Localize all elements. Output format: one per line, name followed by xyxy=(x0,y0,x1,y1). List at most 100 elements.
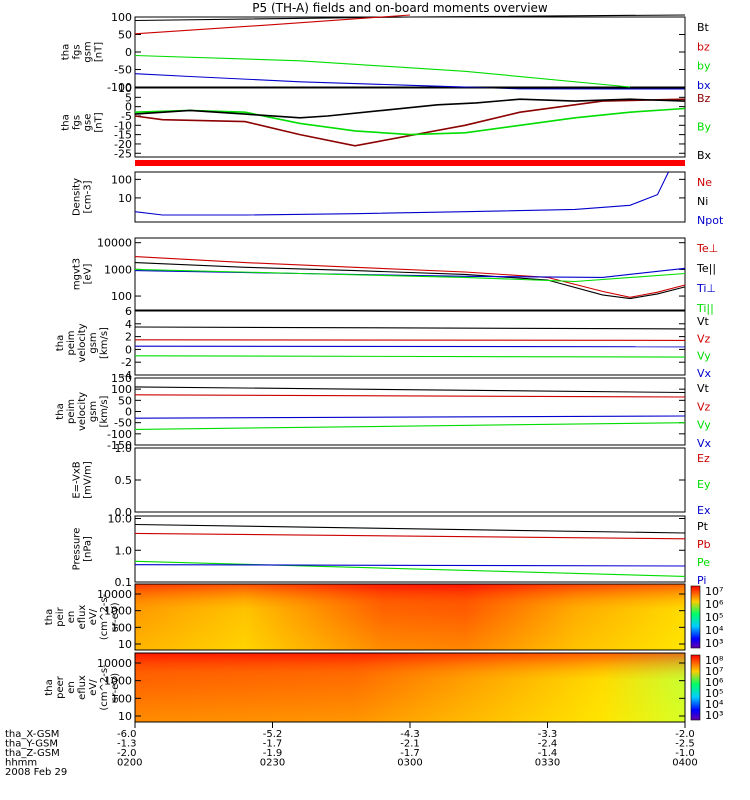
x-tick-label: 0400 xyxy=(672,758,697,769)
colorbar-tick-label: 10⁶ xyxy=(705,598,724,611)
y-tick-label: 100 xyxy=(111,621,132,634)
y-axis-label-line: en xyxy=(66,611,77,624)
y-tick-label: 5 xyxy=(125,91,132,104)
panel-p4: 10000 1000 100 mgvt3[eV] Te⊥ Te|| Ti⊥ Ti|| xyxy=(72,237,719,315)
series-line-bx xyxy=(134,73,686,90)
y-axis-label-line: tha xyxy=(55,335,66,351)
series-line-Vt xyxy=(134,386,686,394)
y-axis-label: Pressure[nPa] xyxy=(72,528,94,571)
y-tick-label: 10 xyxy=(118,82,132,95)
x-tick-label: 0300 xyxy=(397,758,422,769)
y-tick-label: 10.0 xyxy=(108,513,133,526)
series-line-Vx xyxy=(134,415,686,419)
y-axis-label: thapeerenefluxeV/(cm^2-s-sr-eV) xyxy=(44,664,121,711)
series-line-Vx xyxy=(134,345,686,348)
panel-frame xyxy=(134,583,686,651)
y-tick-label: 0.1 xyxy=(115,576,133,589)
x-tick-label: 0330 xyxy=(535,758,560,769)
colorbar-tick-label: 10⁵ xyxy=(705,611,723,624)
y-axis-label-line: en xyxy=(66,681,77,694)
y-axis-label-line: [km/s] xyxy=(99,395,110,427)
panel-frame xyxy=(134,87,686,158)
y-tick-label: -50 xyxy=(114,417,132,430)
y-tick-label: 10 xyxy=(118,710,132,723)
legend-Bt: Bt xyxy=(697,21,710,34)
legend-By: By xyxy=(697,121,712,134)
legend-Vz: Vz xyxy=(697,400,711,413)
legend-Ti||: Ti|| xyxy=(696,302,714,315)
x-tick-label: -4.3 xyxy=(400,729,420,740)
panel-p3: 100 10 Density[cm-3] Ne Ni Npot xyxy=(72,171,724,227)
x-row-label: tha_Z-GSM xyxy=(5,748,60,759)
series-line-By xyxy=(134,107,686,136)
y-tick-label: 1.0 xyxy=(115,442,133,455)
x-tick-label: -1.4 xyxy=(538,748,558,759)
colorbar-tick-label: 10³ xyxy=(705,637,723,650)
series-line-Pt xyxy=(134,523,686,534)
y-axis-label-line: peim xyxy=(66,399,77,424)
legend-Pe: Pe xyxy=(697,556,710,569)
y-axis-label-line: fgs xyxy=(72,115,83,130)
colorbar-tick-label: 10⁶ xyxy=(705,676,724,689)
y-tick-label: -15 xyxy=(114,129,132,142)
colorbar-tick-label: 10⁴ xyxy=(705,624,724,637)
y-tick-label: 10000 xyxy=(97,237,132,250)
y-tick-label: 1000 xyxy=(104,675,132,688)
y-axis-label-line: peir xyxy=(55,606,66,626)
x-tick-label: -2.1 xyxy=(400,739,420,750)
y-axis-label-line: [cm-3] xyxy=(83,180,94,213)
series-line-Te|| xyxy=(134,262,686,300)
y-tick-label: -50 xyxy=(114,64,132,77)
series-line-Pe xyxy=(134,560,686,577)
panel-frame xyxy=(134,171,686,223)
colorbar-tick-label: 10⁴ xyxy=(705,698,724,711)
series-line-Bx xyxy=(134,98,686,119)
panel-p10: 10⁸10⁷10⁶10⁵10⁴10³10000100010010thapeere… xyxy=(44,652,724,723)
y-tick-label: 0 xyxy=(125,101,132,114)
y-axis-label-line: (cm^2-s- xyxy=(99,593,110,640)
y-tick-label: 50 xyxy=(118,394,132,407)
y-axis-label-line: [nPa] xyxy=(83,536,94,562)
y-axis-label-line: gsm xyxy=(83,41,94,62)
x-row-label: tha_Y-GSM xyxy=(5,739,58,750)
y-tick-label: -5 xyxy=(121,110,132,123)
y-axis-label-line: Density xyxy=(72,178,83,216)
y-axis-label-line: mgvt3 xyxy=(72,258,83,290)
x-tick-label: -1.3 xyxy=(117,739,137,750)
legend-Vy: Vy xyxy=(697,350,711,363)
series-line-Vy xyxy=(134,422,686,430)
y-axis-label-line: eV/ xyxy=(88,608,99,625)
y-tick-label: 2 xyxy=(125,331,132,344)
series-line-by xyxy=(134,54,631,88)
y-axis-label-line: [eV] xyxy=(83,264,94,285)
y-axis-label-line: tha xyxy=(44,609,55,625)
x-tick-label: -1.0 xyxy=(675,748,695,759)
series-line-Vt xyxy=(134,326,686,330)
y-axis-label-line: eflux xyxy=(77,675,88,700)
spectrogram-shading xyxy=(135,584,685,650)
y-axis-label: mgvt3[eV] xyxy=(72,258,94,290)
y-axis-label-line: fgs xyxy=(72,44,83,59)
panel-p8: 10.0 1.0 0.1 Pressure[nPa] Pt Pb Pe Pi xyxy=(72,513,711,589)
panel-p9: 10⁷10⁶10⁵10⁴10³10000100010010thapeirenef… xyxy=(44,583,724,651)
y-axis-label-line: eflux xyxy=(77,605,88,630)
y-axis-label-line: [nT] xyxy=(94,112,105,132)
x-tick-label: -1.7 xyxy=(263,739,283,750)
legend-bx: bx xyxy=(697,79,711,92)
colorbar-tick-label: 10⁵ xyxy=(705,687,723,700)
legend-Vz: Vz xyxy=(697,332,711,345)
colorbar-tick-label: 10⁷ xyxy=(705,585,723,598)
y-axis-label-line: Pressure xyxy=(72,528,83,571)
y-axis-label-line: peer xyxy=(55,675,66,699)
series-line-Vz xyxy=(134,339,686,341)
legend-Te||: Te|| xyxy=(696,262,716,275)
x-tick-label: -1.9 xyxy=(263,748,283,759)
y-tick-label: 100 xyxy=(111,11,132,24)
x-tick-label: -5.2 xyxy=(263,729,283,740)
x-tick-label: -6.0 xyxy=(117,729,137,740)
y-axis-label: thapeimvelocitygsm[km/s] xyxy=(55,323,110,362)
panel-frame xyxy=(134,237,686,311)
x-tick-label: 0230 xyxy=(260,758,285,769)
y-tick-label: -25 xyxy=(114,147,132,160)
